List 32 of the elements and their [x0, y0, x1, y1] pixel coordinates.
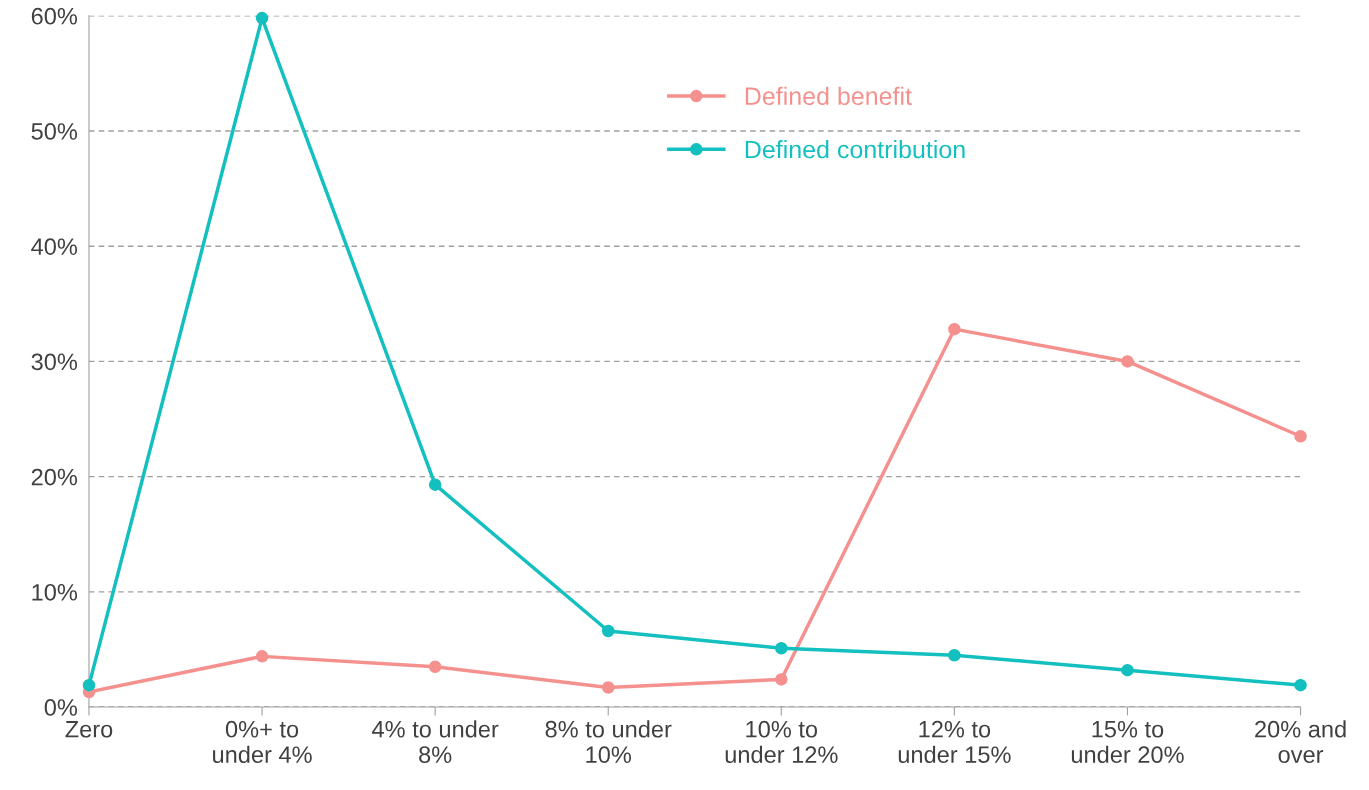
point: [428, 478, 442, 491]
point: [775, 673, 788, 686]
point: [948, 648, 961, 662]
point: [255, 11, 269, 25]
point: [255, 650, 269, 663]
point: [82, 678, 96, 692]
x-tick-label: 15% to under 20%: [1071, 720, 1184, 764]
x-tick-label: 8% to under 10%: [545, 720, 672, 764]
point: [428, 660, 442, 673]
x-tick-label: 4% to under 8%: [372, 720, 499, 764]
point: [1121, 355, 1134, 368]
x-tick-label: 0%+ to under 4%: [213, 720, 312, 764]
point: [601, 681, 615, 694]
point: [1294, 678, 1307, 692]
y-tick-label: 30%: [31, 353, 78, 371]
y-tick-label: 20%: [31, 468, 78, 486]
point: [1121, 663, 1134, 677]
x-tick-label: 20% and over: [1255, 720, 1346, 764]
point: [775, 642, 788, 655]
legend-label: Defined contribution: [745, 139, 965, 159]
legend-label: Defined benefit: [745, 86, 912, 106]
x-tick-label: 10% to under 12%: [725, 720, 838, 764]
y-tick-label: 40%: [31, 238, 78, 255]
point: [601, 624, 615, 638]
x-tick-label: Zero: [65, 721, 113, 738]
y-tick-label: 50%: [31, 123, 78, 140]
point: [1294, 430, 1307, 443]
y-tick-label: 0%: [44, 699, 78, 716]
point: [948, 322, 961, 336]
y-tick-label: 60%: [31, 7, 78, 25]
x-tick-label: 12% to under 15%: [898, 720, 1011, 764]
y-tick-label: 10%: [32, 583, 78, 601]
